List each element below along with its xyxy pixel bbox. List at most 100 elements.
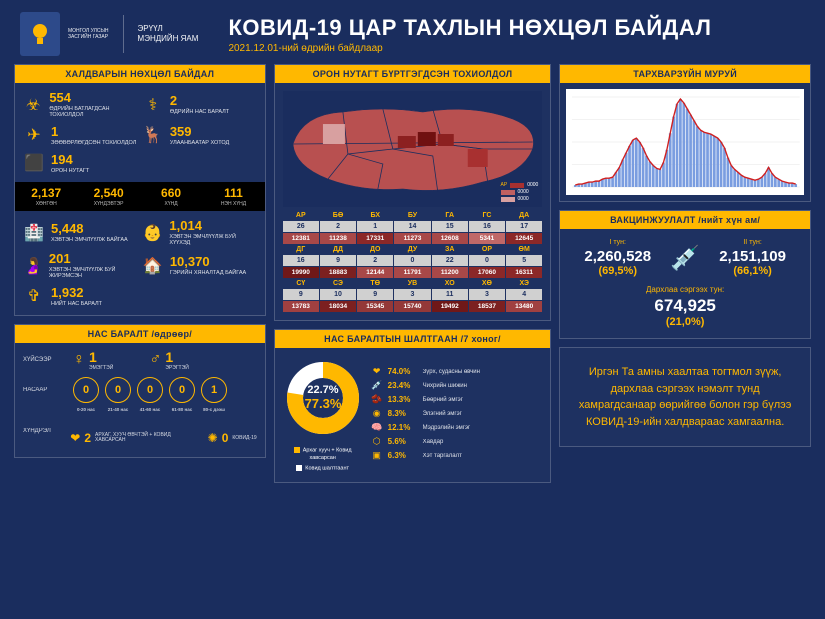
province-code: ГС <box>469 211 505 220</box>
stat-label: ГЭРИЙН ХЯНАЛТАД БАЙГАА <box>170 270 246 276</box>
stat-value: 1 <box>51 125 136 138</box>
severity-cell: 2,137ХӨНГӨН <box>15 182 77 211</box>
province-total: 15345 <box>357 301 393 312</box>
panel-title: ХАЛДВАРЫН НӨХЦӨЛ БАЙДАЛ <box>15 65 265 83</box>
female-count: 1 <box>89 349 113 365</box>
stat-item: ☣554ӨДРИЙН БАТЛАГДСАН ТОХИОЛДОЛ <box>23 91 138 118</box>
cause-icon: ❤ <box>371 366 383 377</box>
province-total: 12608 <box>432 233 468 244</box>
stat-icon: 🦌 <box>142 124 164 146</box>
stat-label: НИЙТ НАС БАРАЛТ <box>51 301 102 307</box>
province-daily: 10 <box>320 289 356 300</box>
cause-row: 🫘13.3%Бөөрний эмгэг <box>371 394 543 405</box>
female-icon: ♀ <box>73 351 85 369</box>
age-circle: 021-40 нас <box>105 377 131 403</box>
province-code: ДГ <box>283 245 319 254</box>
province-daily: 4 <box>506 289 542 300</box>
province-code: ХО <box>432 279 468 288</box>
booster-count: 674,925 <box>568 296 802 316</box>
stat-icon: ✈ <box>23 124 45 146</box>
age-label: НАСААР <box>23 387 65 393</box>
stat-icon: ⬛ <box>23 152 45 174</box>
province-code: БӨ <box>320 211 356 220</box>
dose2-count: 2,151,109 <box>703 248 802 265</box>
header: МОНГОЛ УЛСЫН ЗАСГИЙН ГАЗАР ЭРҮҮЛ МЭНДИЙН… <box>0 0 825 64</box>
cause-icon: ▣ <box>371 450 383 461</box>
syringe-icon: 💉 <box>667 244 703 273</box>
cause-pct: 13.3% <box>388 395 418 404</box>
stat-value: 2 <box>170 94 229 107</box>
stat-item: 🦌359УЛААНБААТАР ХОТОД <box>142 124 257 146</box>
province-code: ДО <box>357 245 393 254</box>
stat-value: 5,448 <box>51 222 128 235</box>
cause-panel: НАС БАРАЛТЫН ШАЛТГААН /7 хоног/ 22.7% 77… <box>274 329 552 483</box>
cause-name: Хэт таргалалт <box>423 453 462 459</box>
severity-cell: 111НЭН ХҮНД <box>202 182 264 211</box>
booster-label: Дархлаа сэргээх тун: <box>568 285 802 294</box>
province-code: ХЭ <box>506 279 542 288</box>
stat-value: 201 <box>49 252 138 265</box>
province-code: ДД <box>320 245 356 254</box>
cause-pct: 5.6% <box>388 437 418 446</box>
province-total: 15740 <box>394 301 430 312</box>
stat-value: 1,014 <box>169 219 256 232</box>
stat-icon: ⚕ <box>142 94 164 116</box>
cause-name: Чихрийн шижин <box>423 383 467 389</box>
dose1-pct: (69,5%) <box>568 265 667 277</box>
state-emblem <box>20 12 60 56</box>
province-daily: 2 <box>357 255 393 266</box>
province-daily: 26 <box>283 221 319 232</box>
epi-curve-chart <box>566 89 804 195</box>
stat-label: ЗӨӨВӨРЛӨГДСӨН ТОХИОЛДОЛ <box>51 140 136 146</box>
severity-item: ✺0КОВИД-19 <box>208 431 257 445</box>
dose2-label: II тун: <box>703 239 802 246</box>
province-daily: 3 <box>469 289 505 300</box>
stat-label: ӨДРИЙН НАС БАРАЛТ <box>170 109 229 115</box>
province-total: 16311 <box>506 267 542 278</box>
province-code: ЗА <box>432 245 468 254</box>
province-total: 12645 <box>506 233 542 244</box>
stat-icon: 👶 <box>142 222 164 244</box>
stat-label: ХЭВТЭН ЭМЧЛҮҮЛЖ БАЙГАА <box>51 237 128 243</box>
age-circle: 180-с дээш <box>201 377 227 403</box>
cause-icon: ◉ <box>371 408 383 419</box>
cause-icon: 💉 <box>371 380 383 391</box>
stat-item: 🏥 5,448 ХЭВТЭН ЭМЧЛҮҮЛЖ БАЙГАА <box>23 219 138 246</box>
cause-pct: 23.4% <box>388 381 418 390</box>
stat-icon: 🤰 <box>23 255 43 277</box>
stat-item: 🤰201ХЭВТЭН ЭМЧЛҮҮЛЖ БУЙ ЖИРЭМСЭН <box>23 252 138 279</box>
infection-panel: ХАЛДВАРЫН НӨХЦӨЛ БАЙДАЛ ☣554ӨДРИЙН БАТЛА… <box>14 64 266 316</box>
province-total: 18537 <box>469 301 505 312</box>
severity-item: ❤2АРХАГ, ХУУЧ ӨВЧТЭЙ + КОВИД ХАВСАРСАН <box>70 431 189 445</box>
age-circle: 00-20 нас <box>73 377 99 403</box>
stat-item: 🏠10,370ГЭРИЙН ХЯНАЛТАД БАЙГАА <box>142 252 257 279</box>
province-code: ОР <box>469 245 505 254</box>
government-label: МОНГОЛ УЛСЫН ЗАСГИЙН ГАЗАР <box>68 28 109 40</box>
svg-text:77.3%: 77.3% <box>304 396 341 411</box>
province-daily: 11 <box>432 289 468 300</box>
province-total: 11200 <box>432 267 468 278</box>
province-daily: 16 <box>283 255 319 266</box>
donut-chart: 22.7% 77.3% Архаг хууч + Ковид хавсарсан… <box>283 358 363 472</box>
province-code: ТӨ <box>357 279 393 288</box>
svg-text:22.7%: 22.7% <box>307 384 338 396</box>
dose1-label: I тун: <box>568 239 667 246</box>
stat-item: ⬛194ОРОН НУТАГТ <box>23 152 138 174</box>
title-block: КОВИД-19 ЦАР ТАХЛЫН НӨХЦӨЛ БАЙДАЛ 2021.1… <box>228 15 711 54</box>
stat-icon: 🏥 <box>23 222 45 244</box>
province-total: 13480 <box>506 301 542 312</box>
stat-icon: 🏠 <box>142 255 164 277</box>
panel-title: НАС БАРАЛТ /өдрөөр/ <box>15 325 265 343</box>
cause-name: Бөөрний эмгэг <box>423 397 463 403</box>
dose1-count: 2,260,528 <box>568 248 667 265</box>
province-code: УВ <box>394 279 430 288</box>
cause-icon: ⬡ <box>371 436 383 447</box>
province-code: ӨМ <box>506 245 542 254</box>
age-circle: 041-60 нас <box>137 377 163 403</box>
cause-name: Хавдар <box>423 439 444 445</box>
age-circle: 061-80 нас <box>169 377 195 403</box>
stat-item: ✈ 1 ЗӨӨВӨРЛӨГДСӨН ТОХИОЛДОЛ <box>23 124 138 146</box>
severity-cell: 660ХҮНД <box>140 182 202 211</box>
cause-name: Зүрх, судасны өвчин <box>423 369 480 375</box>
stat-item: ⚕ 2 ӨДРИЙН НАС БАРАЛТ <box>142 91 257 118</box>
